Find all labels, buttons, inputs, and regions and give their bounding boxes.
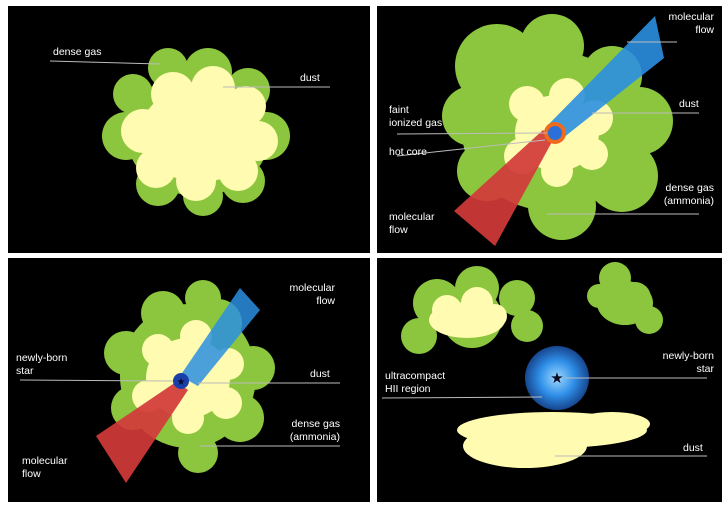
panel-2-illustration: [396, 14, 699, 246]
leader-dense-gas: [49, 60, 161, 65]
newly-born-star-halo: [173, 373, 189, 389]
label-dust: dust: [683, 442, 703, 454]
ultracompact-hii-region: [525, 346, 589, 410]
panel-3-newly-born-star: ★ molecular flow newly-born star dust de…: [8, 258, 370, 502]
molecular-flow-blue: [180, 288, 260, 386]
label-dense-gas: dense gas: [53, 46, 102, 58]
dust-cloud: [121, 66, 278, 201]
panel-4-uchii-region: ★ newly-born star ultracompact HII regio…: [377, 258, 722, 502]
label-hot-core: hot core: [389, 146, 427, 158]
star-icon: ★: [177, 377, 186, 388]
label-dense-gas-ammonia: dense gas (ammonia): [663, 182, 714, 207]
dense-gas-remnant-right: [587, 262, 663, 334]
label-ultracompact-hii-region: ultracompact HII region: [385, 370, 446, 395]
leader-uchii-region: [381, 396, 543, 399]
label-molecular-flow-bottom: molecular flow: [22, 455, 68, 480]
label-molecular-flow-top: molecular flow: [289, 282, 335, 307]
label-dense-gas-ammonia: dense gas (ammonia): [289, 418, 340, 443]
label-molecular-flow-top: molecular flow: [668, 11, 714, 36]
leader-hot-core: [396, 139, 546, 157]
panel-2-hot-core: molecular flow dust faint ionized gas ho…: [377, 6, 722, 253]
leader-newly-born-star: [19, 379, 174, 382]
label-dust: dust: [310, 368, 330, 380]
molecular-flow-red: [454, 130, 553, 246]
panel-1-dense-cloud: dense gas dust: [8, 6, 370, 253]
dust-remnant-bottom: [457, 412, 650, 468]
star-icon: ★: [550, 370, 563, 387]
label-dust: dust: [679, 98, 699, 110]
panel-3-illustration: ★: [19, 280, 340, 483]
faint-ionized-gas: [548, 126, 562, 140]
label-molecular-flow-bottom: molecular flow: [389, 211, 435, 236]
panel-4-illustration: ★: [381, 262, 707, 468]
dust-remnant-left: [429, 287, 507, 338]
label-newly-born-star: newly-born star: [662, 350, 714, 375]
molecular-flow-red: [96, 382, 188, 483]
label-newly-born-star: newly-born star: [16, 352, 68, 377]
molecular-flow-blue: [547, 16, 664, 138]
label-dust: dust: [300, 72, 320, 84]
leader-faint-ionized-gas: [396, 132, 548, 135]
label-faint-ionized-gas: faint ionized gas: [389, 104, 443, 129]
panel-1-illustration: [49, 48, 330, 216]
